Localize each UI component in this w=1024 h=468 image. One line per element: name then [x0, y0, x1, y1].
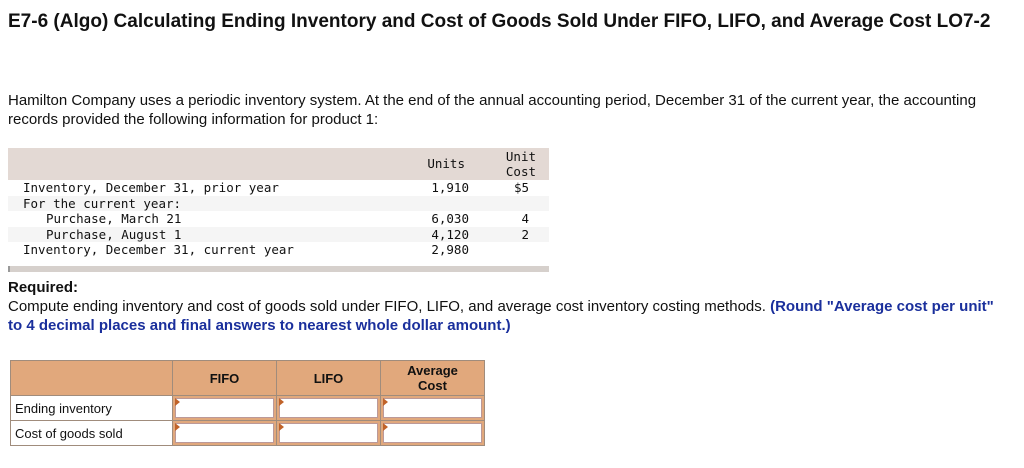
page-title: E7-6 (Algo) Calculating Ending Inventory… — [8, 11, 991, 32]
unit-cost-header: Unit Cost — [505, 149, 536, 179]
table-row: Ending inventory — [10, 395, 485, 421]
table-row: For the current year: — [8, 195, 549, 211]
cogs-fifo-input[interactable] — [175, 423, 274, 443]
inventory-data-table: Units Unit Cost Inventory, December 31, p… — [8, 148, 549, 272]
problem-intro: Hamilton Company uses a periodic invento… — [8, 92, 977, 128]
answer-table: FIFO LIFO Average Cost Ending inventory C… — [10, 360, 485, 446]
ending-inventory-average-input[interactable] — [383, 398, 482, 418]
data-table-header: Units Unit Cost — [8, 148, 549, 180]
lifo-header: LIFO — [276, 360, 381, 396]
fifo-header: FIFO — [172, 360, 277, 396]
required-section: Required: Compute ending inventory and c… — [8, 278, 1008, 335]
table-row: Cost of goods sold — [10, 420, 485, 446]
units-header: Units — [427, 156, 465, 171]
cogs-lifo-input[interactable] — [279, 423, 378, 443]
required-heading: Required: — [8, 279, 79, 296]
rounding-note: (Round "Average cost per unit" to 4 deci… — [8, 298, 994, 334]
table-row: Purchase, August 1 4,120 2 — [8, 226, 549, 242]
row-label: Ending inventory — [10, 395, 173, 421]
ending-inventory-lifo-input[interactable] — [279, 398, 378, 418]
flag-icon — [383, 423, 388, 431]
flag-icon — [279, 423, 284, 431]
flag-icon — [279, 398, 284, 406]
flag-icon — [175, 423, 180, 431]
flag-icon — [175, 398, 180, 406]
table-row: Purchase, March 21 6,030 4 — [46, 211, 529, 226]
table-row: Inventory, December 31, current year 2,98… — [23, 242, 469, 257]
cogs-average-input[interactable] — [383, 423, 482, 443]
table-row: Inventory, December 31, prior year 1,910 $… — [23, 180, 529, 195]
table-footer-bar — [8, 265, 549, 272]
ending-inventory-fifo-input[interactable] — [175, 398, 274, 418]
required-text: Compute ending inventory and cost of goo… — [8, 298, 771, 315]
row-label: Cost of goods sold — [10, 420, 173, 446]
average-cost-header: Average Cost — [380, 360, 485, 396]
flag-icon — [383, 398, 388, 406]
